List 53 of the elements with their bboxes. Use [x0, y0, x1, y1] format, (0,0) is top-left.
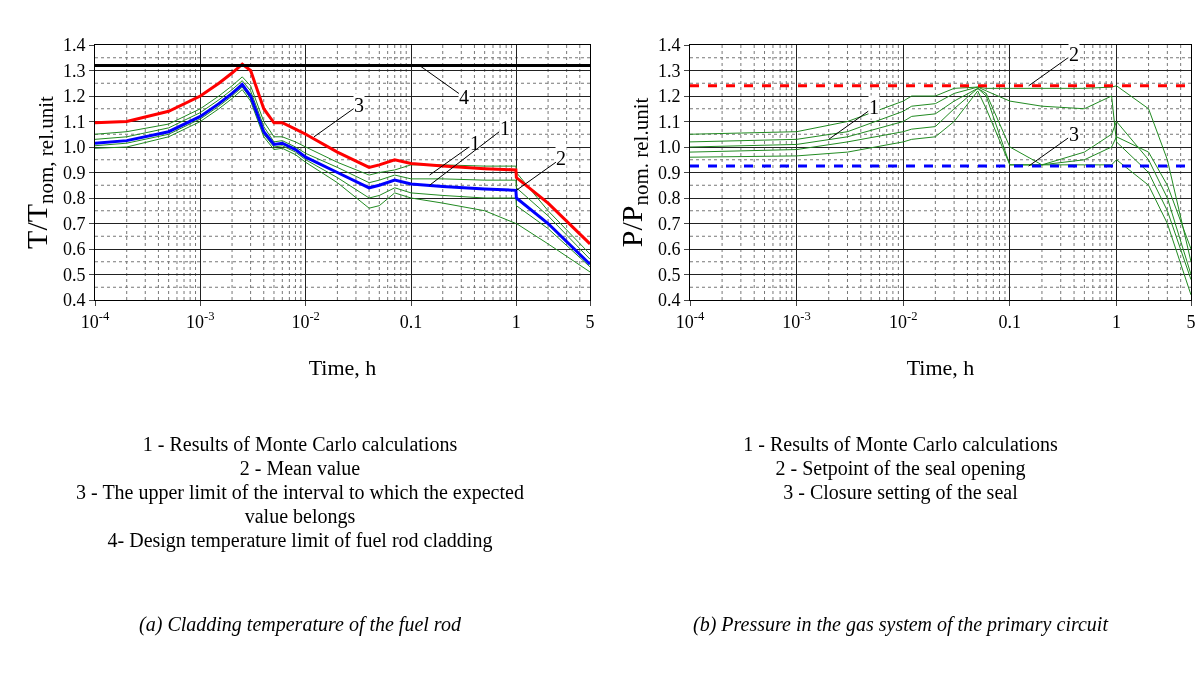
y-tick-label: 0.9: [62, 162, 86, 183]
text: (a) Cladding temperature of the fuel rod: [138, 612, 462, 636]
text: 2 - Mean value: [238, 456, 362, 480]
annotation: 4: [459, 86, 469, 108]
x-tick-label: 10$^{-4}$: [675, 309, 705, 332]
x-tick-label: 5: [585, 311, 595, 332]
x-tick-label: 10$^{-4}$: [80, 309, 110, 332]
y-tick-label: 1.2: [62, 86, 86, 107]
x-tick-label: 10$^{-3}$: [782, 309, 811, 332]
annotation: 1: [500, 117, 510, 139]
x-tick-label: 10$^{-3}$: [186, 309, 215, 332]
y-tick-label: 0.4: [62, 290, 86, 311]
x-tick-label: 5: [1186, 311, 1196, 332]
y-tick-label: 1.0: [657, 137, 681, 158]
annotation: 2: [556, 147, 566, 169]
annotation: 1: [470, 132, 480, 154]
y-tick-label: 1.3: [62, 60, 86, 81]
annotation: 3: [1069, 123, 1079, 145]
text: 2 - Setpoint of the seal opening: [774, 456, 1027, 480]
y-tick-label: 0.5: [62, 264, 86, 285]
y-tick-label: 1.0: [62, 137, 86, 158]
y-tick-label: 1.4: [62, 35, 86, 56]
y-tick-label: 0.4: [657, 290, 681, 311]
x-tick-label: 1: [1111, 311, 1121, 332]
y-tick-label: 0.7: [62, 213, 86, 234]
text: 3 - Closure setting of the seal: [782, 480, 1019, 504]
y-tick-label: 0.5: [657, 264, 681, 285]
x-tick-label: 10$^{-2}$: [291, 309, 320, 332]
y-tick-label: 1.1: [62, 111, 86, 132]
y-tick-label: 0.8: [62, 188, 86, 209]
x-tick-label: 1: [511, 311, 521, 332]
annotation: 2: [1069, 43, 1079, 65]
y-tick-label: 0.8: [657, 188, 681, 209]
y-tick-label: 0.9: [657, 162, 681, 183]
text: 1 - Results of Monte Carlo calculations: [141, 432, 459, 456]
y-tick-label: 1.1: [657, 111, 681, 132]
text: 1 - Results of Monte Carlo calculations: [742, 432, 1059, 456]
annotation: 1: [869, 96, 879, 118]
y-tick-label: 0.6: [657, 239, 681, 260]
x-tick-label: 0.1: [998, 311, 1022, 332]
text: 3 - The upper limit of the interval to which the expected value belongs: [75, 480, 525, 528]
x-tick-label: 10$^{-2}$: [888, 309, 918, 332]
x-tick-label: 0.1: [399, 311, 423, 332]
text: (b) Pressure in the gas system of the primary circuit: [692, 612, 1110, 636]
y-tick-label: 1.4: [657, 35, 681, 56]
x-axis-title: Time, h: [308, 355, 377, 380]
y-tick-label: 0.6: [62, 239, 86, 260]
y-tick-label: 0.7: [657, 213, 681, 234]
y-tick-label: 1.3: [657, 60, 681, 81]
annotation: 3: [354, 94, 364, 116]
x-axis-title: Time, h: [906, 355, 975, 380]
text: 4- Design temperature limit of fuel rod cladding: [106, 528, 494, 552]
y-tick-label: 1.2: [657, 86, 681, 107]
